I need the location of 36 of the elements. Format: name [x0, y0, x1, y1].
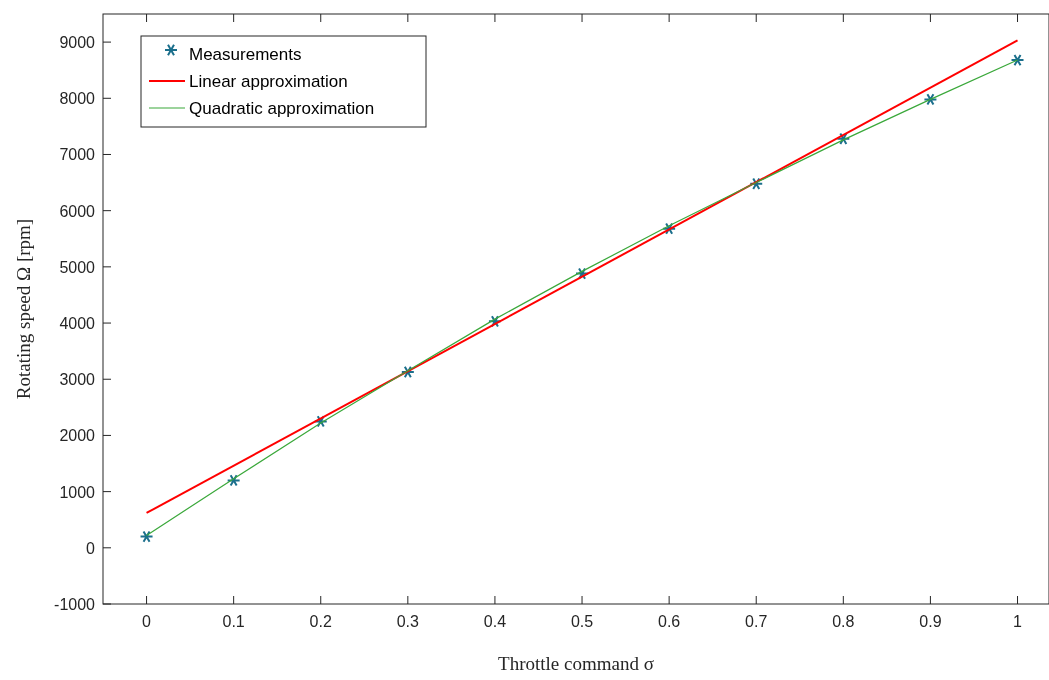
y-tick-label: 4000 [59, 315, 96, 333]
x-tick-label: 0 [142, 613, 152, 630]
point [487, 315, 502, 328]
legend-label: Linear approximation [189, 72, 348, 91]
x-tick-label: 0.7 [745, 613, 768, 630]
legend-label: Measurements [189, 45, 302, 64]
y-tick-label: -1000 [54, 596, 96, 613]
y-tick-label: 2000 [59, 427, 96, 445]
point [749, 177, 764, 190]
x-tick-label: 0.1 [222, 613, 245, 630]
x-tick-label: 0.8 [832, 613, 855, 630]
x-tick-label: 1 [1013, 613, 1023, 630]
y-tick-label: 6000 [59, 202, 96, 220]
y-tick-label: 5000 [59, 258, 96, 276]
y-tick-label: 9000 [59, 34, 96, 52]
legend-label: Quadratic approximation [189, 99, 375, 118]
y-axis-title: Rotating speed Ω [rpm] [13, 218, 34, 400]
point [226, 474, 241, 487]
point [836, 132, 851, 145]
y-tick-label: 7000 [59, 146, 96, 164]
x-axis-title: Throttle command σ [498, 653, 654, 674]
x-tick-label: 0.4 [483, 613, 507, 630]
point [923, 93, 938, 106]
point [139, 530, 154, 543]
x-tick-label: 0.6 [658, 613, 681, 630]
y-tick-label: 1000 [59, 483, 96, 501]
x-tick-label: 0.3 [396, 613, 420, 630]
point [662, 222, 677, 235]
x-tick-label: 0.5 [570, 613, 594, 630]
point [400, 365, 415, 379]
x-tick-label: 0.9 [919, 613, 942, 630]
y-tick-label: 3000 [59, 371, 96, 389]
point [1010, 53, 1025, 67]
y-tick-label: 8000 [59, 90, 96, 108]
y-tick-label: 0 [86, 539, 96, 557]
x-tick-label: 0.2 [309, 613, 332, 630]
